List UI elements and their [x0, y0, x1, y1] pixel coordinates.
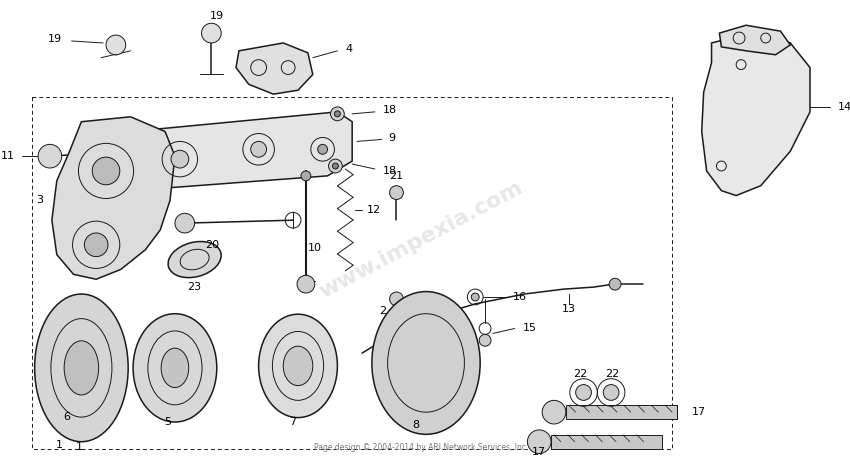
- Text: 19: 19: [48, 34, 62, 44]
- Circle shape: [175, 213, 195, 233]
- Text: 19: 19: [210, 12, 224, 21]
- Circle shape: [329, 159, 343, 173]
- Text: 20: 20: [206, 240, 219, 250]
- Ellipse shape: [283, 346, 313, 386]
- Polygon shape: [551, 435, 662, 449]
- Text: 13: 13: [562, 304, 575, 314]
- Polygon shape: [566, 405, 677, 419]
- Ellipse shape: [35, 294, 128, 442]
- Circle shape: [389, 186, 404, 200]
- Text: 14: 14: [837, 102, 850, 112]
- Text: 11: 11: [1, 151, 14, 161]
- Circle shape: [542, 400, 566, 424]
- Circle shape: [575, 385, 592, 400]
- Text: 16: 16: [513, 292, 527, 302]
- Circle shape: [251, 141, 267, 157]
- Text: 21: 21: [389, 171, 404, 181]
- Text: 2: 2: [379, 306, 387, 316]
- Text: 5: 5: [165, 417, 172, 427]
- Text: 23: 23: [188, 282, 201, 292]
- Circle shape: [471, 293, 479, 301]
- Circle shape: [332, 163, 338, 169]
- Text: 1: 1: [56, 440, 63, 450]
- Ellipse shape: [64, 341, 99, 395]
- Polygon shape: [52, 117, 175, 279]
- Text: 9: 9: [388, 133, 396, 144]
- Circle shape: [527, 430, 551, 454]
- Ellipse shape: [133, 314, 217, 422]
- Circle shape: [201, 23, 221, 43]
- Text: 12: 12: [367, 205, 381, 215]
- Ellipse shape: [162, 348, 189, 388]
- Polygon shape: [116, 112, 352, 191]
- Text: 22: 22: [574, 369, 587, 379]
- Circle shape: [106, 35, 126, 55]
- Circle shape: [297, 275, 314, 293]
- Circle shape: [318, 144, 327, 154]
- Text: Page design © 2004-2014 by ARI Network Services, Inc.: Page design © 2004-2014 by ARI Network S…: [314, 443, 529, 451]
- Circle shape: [609, 278, 621, 290]
- Circle shape: [334, 111, 340, 117]
- Circle shape: [171, 150, 189, 168]
- Polygon shape: [719, 25, 791, 55]
- Text: 22: 22: [605, 369, 619, 379]
- Ellipse shape: [371, 292, 480, 434]
- Circle shape: [301, 171, 311, 181]
- Text: www.impexia.com: www.impexia.com: [316, 178, 526, 302]
- Text: 17: 17: [692, 407, 706, 417]
- Text: 3: 3: [37, 195, 43, 206]
- Text: 18: 18: [382, 105, 397, 115]
- Circle shape: [331, 107, 344, 121]
- Text: 7: 7: [290, 417, 297, 427]
- Text: 6: 6: [63, 412, 71, 422]
- Circle shape: [38, 144, 62, 168]
- Text: 8: 8: [412, 420, 420, 430]
- Circle shape: [479, 334, 491, 346]
- Circle shape: [93, 157, 120, 185]
- Text: 18: 18: [382, 166, 397, 176]
- Polygon shape: [236, 43, 313, 94]
- Text: 10: 10: [308, 243, 322, 253]
- Circle shape: [389, 292, 404, 306]
- Text: 15: 15: [523, 324, 536, 333]
- Text: 1: 1: [76, 442, 83, 451]
- Text: 17: 17: [532, 446, 547, 457]
- Circle shape: [84, 233, 108, 257]
- Polygon shape: [702, 33, 810, 195]
- Circle shape: [604, 385, 619, 400]
- Ellipse shape: [168, 242, 221, 278]
- Text: 4: 4: [345, 44, 353, 54]
- Ellipse shape: [258, 314, 337, 418]
